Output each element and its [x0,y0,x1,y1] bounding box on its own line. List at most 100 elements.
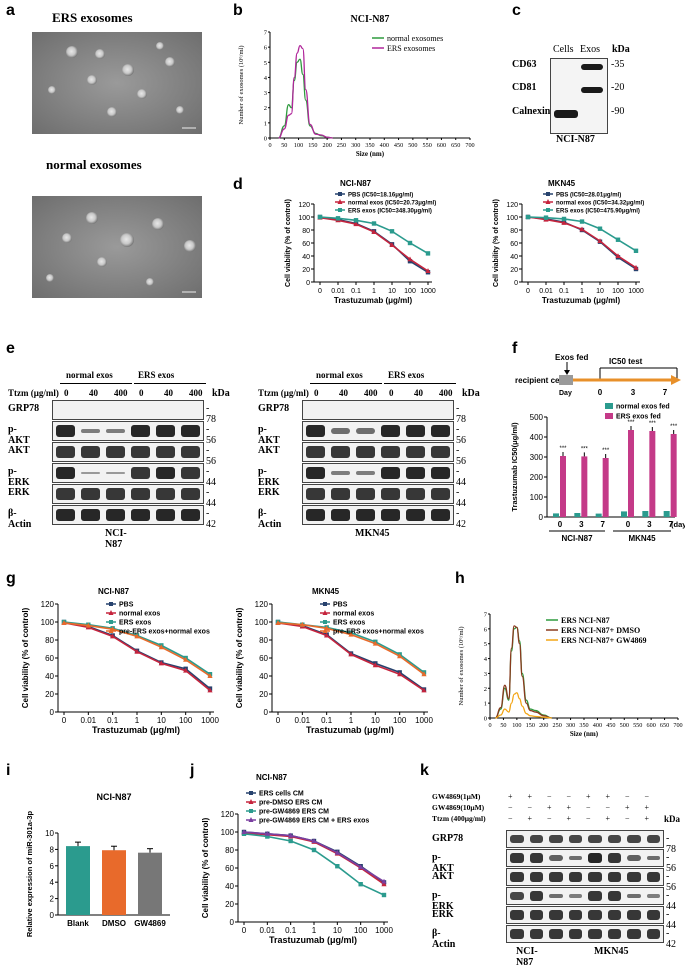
band [431,446,450,458]
dose-label: 40 [164,388,173,398]
x-tick-label: 100 [512,722,521,729]
data-point [597,238,603,244]
legend-label: ERS exos [333,620,365,627]
legend-marker [249,791,253,795]
x-tick-label: 250 [553,722,562,729]
x-tick-label: 0.1 [559,288,569,295]
group-line [60,383,132,384]
blot-row-label: ERK [432,909,454,920]
y-axis-label: Cell viability (% of control) [21,607,30,708]
x-tick-label: 0 [276,716,281,725]
treatment-sign: + [527,814,533,823]
blot-strip [302,442,454,462]
data-point [381,878,387,884]
blot-row-label: p-AKT [8,424,30,446]
band [56,466,75,480]
y-tick-label: 7 [264,30,268,37]
blot-strip [506,925,664,943]
y-tick-label: 1 [484,701,487,708]
x-tick-label: 7 [600,520,605,529]
timeline-f: Exos fed IC50 test recipient cells Day 0 3 7 [515,353,681,397]
y-tick-label: 20 [45,690,54,699]
chart-i: NCI-N87 0 2 4 6 8 10 Relative expression of miR… [25,792,170,937]
band [627,872,641,882]
x-tick-label: 0.01 [331,288,345,295]
significance-mark: *** [602,448,610,454]
x-tick-label: 10 [333,926,342,935]
band [529,929,543,939]
data-point [372,662,378,668]
y-tick-label: 0 [50,708,55,717]
y-tick-label: 20 [302,267,310,274]
legend-marker [323,620,327,624]
legend-marker [108,610,114,615]
band [331,428,350,434]
band [131,446,150,458]
c-row-label: CD63 [512,59,537,70]
x-tick-label: 450 [394,142,403,149]
blot-strip [52,442,204,462]
treatment-sign: + [644,814,650,823]
legend-label: PBS [333,602,348,609]
kda-header: kDa [462,388,480,399]
treatment-sign: + [527,792,533,801]
legend-marker [108,628,114,633]
x-tick-label: 100 [179,716,193,725]
x-tick-label: 0 [526,288,530,295]
y-tick-label: 100 [41,618,55,627]
x-tick-label: 200 [539,722,548,729]
treatment-sign: + [586,792,591,801]
data-point [183,657,189,662]
legend-label: ERS NCI-N87 [561,616,610,625]
blot-kda: - 78 [456,403,466,425]
y-axis-label: Number of exosomes (10⁶/ml) [458,627,465,706]
y-tick-label: 0 [50,911,55,920]
y-tick-label: 200 [530,473,544,482]
blot-kda: - 78 [206,403,216,425]
band [510,910,524,920]
band [131,467,150,479]
band [431,488,450,500]
blot-kda: - 56 [456,424,466,446]
band [56,508,75,522]
band [431,508,450,522]
kda-header: kDa [612,44,630,55]
y-tick-label: 8 [50,845,55,854]
y-tick-label: 2 [264,105,267,112]
x-tick-label: 10 [157,716,166,725]
data-point [615,253,621,258]
dose-label: 0 [64,388,69,398]
band [607,853,621,863]
timeline-tick: 3 [631,388,636,397]
y-tick-label: 4 [50,878,55,887]
band [627,834,641,844]
group-ers-label: ERS exos [388,370,425,380]
x-tick-label: 0.1 [321,716,333,725]
y-tick-label: 20 [259,690,268,699]
chart-title: NCI-N87 [351,14,390,25]
band [81,428,100,434]
band [588,852,602,864]
x-tick-label: 0 [488,722,491,729]
dose-label: 40 [89,388,98,398]
y-tick-label: 120 [298,202,310,209]
band [627,910,641,920]
band [529,853,543,863]
legend-label: pre-ERS exos+normal exos [119,629,210,636]
data-point [275,620,281,625]
blot-row-label: ERK [8,487,30,498]
data-point [241,829,247,834]
band [106,472,125,474]
treatment-sign: − [586,803,591,812]
x-tick-label: 300 [351,142,360,149]
data-point [633,264,639,270]
legend-label: normal exosomes [387,34,443,43]
treatment-sign: − [605,803,611,812]
treatment-sign: − [527,803,533,812]
x-tick-label: 1 [312,926,317,935]
band [549,872,563,882]
x-axis-label: Trastuzumab (μg/ml) [92,725,180,735]
blot-row-label: p-ERK [432,890,454,912]
c-cell-line: NCI-N87 [556,134,595,145]
